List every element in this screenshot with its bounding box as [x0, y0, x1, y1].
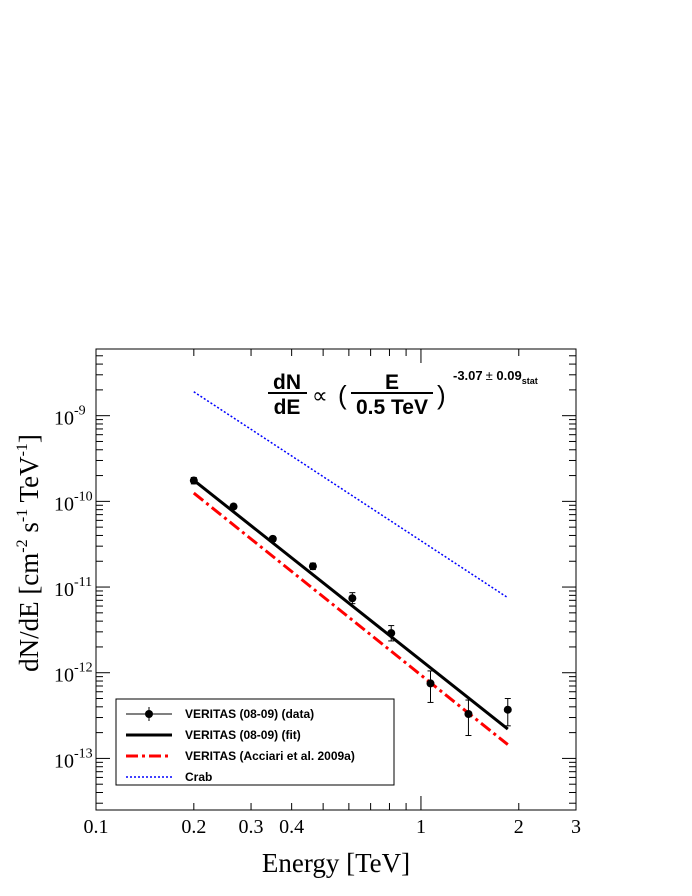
- formula-lhs-numerator: dN: [273, 371, 301, 394]
- x-axis-label: Energy [TeV]: [262, 848, 410, 878]
- series-line-1: [192, 479, 509, 731]
- series-line-2: [192, 491, 509, 746]
- formula-rhs-denominator: 0.5 TeV: [356, 396, 428, 419]
- x-tick-label: 0.3: [239, 816, 264, 838]
- formula-rhs-numerator: E: [385, 371, 399, 394]
- data-point: [229, 502, 238, 511]
- formula-proportional-sign: ∝: [312, 383, 328, 408]
- data-point: [268, 534, 277, 543]
- formula-close-paren: ): [437, 380, 446, 410]
- y-axis-label: dN/dE [cm-2 s-1 TeV-1]: [14, 434, 44, 672]
- axis-ticks: [95, 349, 577, 810]
- legend-keys: [126, 707, 172, 778]
- y-tick-labels: 10-13 10-12 10-11 10-10 10-9: [54, 404, 93, 773]
- series-line-3: [193, 391, 509, 599]
- plot-frame: [95, 348, 577, 811]
- y-tick-label: 10-10: [54, 489, 93, 515]
- legend-label-data: VERITAS (08-09) (data): [185, 707, 314, 721]
- data-point: [464, 709, 473, 718]
- x-tick-label: 3: [571, 816, 581, 838]
- data-point: [308, 562, 317, 571]
- x-tick-label: 0.2: [181, 816, 206, 838]
- y-tick-label: 10-9: [54, 404, 86, 430]
- x-tick-label: 2: [514, 816, 524, 838]
- legend-label-crab: Crab: [185, 770, 212, 784]
- data-point: [387, 629, 396, 638]
- legend-label-acciari: VERITAS (Acciari et al. 2009a): [185, 749, 355, 763]
- formula-open-paren: (: [338, 380, 347, 410]
- legend-label-fit: VERITAS (08-09) (fit): [185, 728, 301, 742]
- formula-exponent: -3.07 ± 0.09stat: [453, 368, 538, 386]
- series-layer: [189, 391, 512, 746]
- data-point: [348, 594, 357, 603]
- y-tick-label: 10-12: [54, 661, 93, 687]
- x-tick-label: 0.4: [279, 816, 304, 838]
- data-point: [189, 476, 198, 485]
- formula-lhs-denominator: dE: [274, 396, 301, 419]
- x-tick-labels: 0.1 0.2 0.3 0.4 1 2 3: [84, 816, 582, 838]
- legend-box: [115, 698, 395, 786]
- y-tick-label: 10-13: [54, 746, 93, 772]
- legend: VERITAS (08-09) (data) VERITAS (08-09) (…: [115, 698, 395, 786]
- x-tick-label: 1: [416, 816, 426, 838]
- y-tick-label: 10-11: [54, 575, 92, 601]
- formula-annotation: dN dE ∝ ( E 0.5 TeV ) -3.07 ± 0.09stat: [268, 368, 538, 419]
- x-tick-label: 0.1: [84, 816, 109, 838]
- data-point: [503, 705, 512, 714]
- legend-key-point: [145, 710, 153, 718]
- data-point: [426, 679, 435, 688]
